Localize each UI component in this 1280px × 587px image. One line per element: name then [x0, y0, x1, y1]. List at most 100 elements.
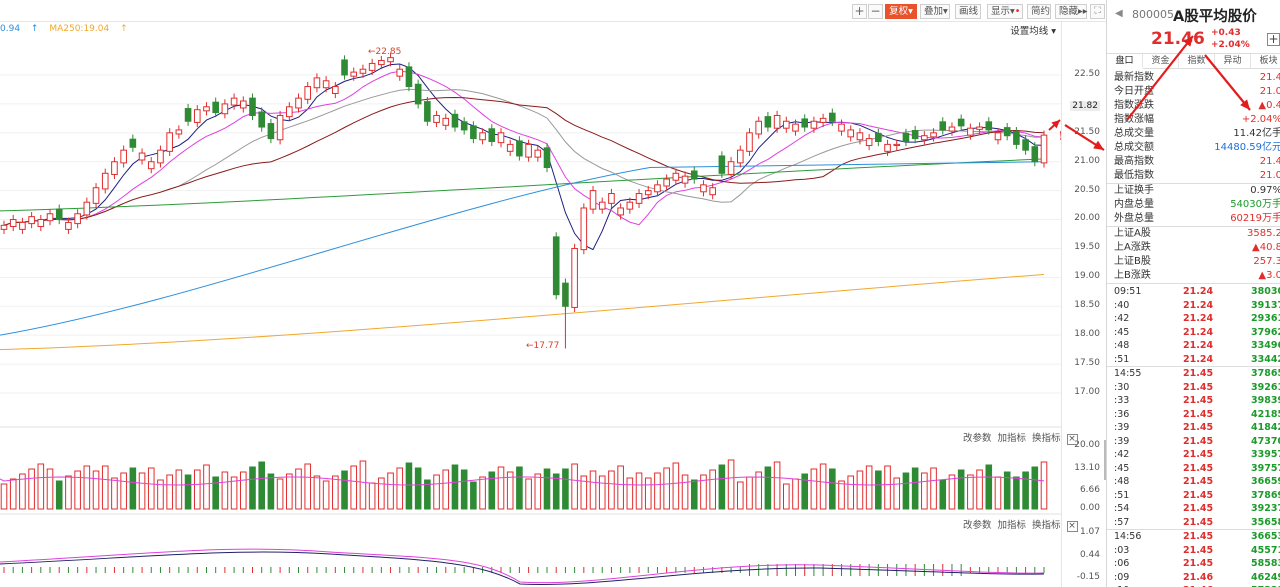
candle-body [46, 213, 54, 222]
close-icon[interactable]: × [1066, 434, 1078, 445]
axis-tick: 17.50 [1074, 358, 1100, 368]
candle-body [451, 113, 459, 128]
macd-switch-indicator[interactable]: 换指标 [1032, 520, 1061, 531]
candle-body [295, 97, 302, 109]
candle-body [488, 128, 496, 142]
tick-price: 21.46 [1183, 571, 1214, 583]
stat-value: 60219万手 [1230, 213, 1280, 224]
vol-axis-tick: 13.10 [1074, 463, 1100, 473]
stat-row: 最低指数 21.0 [1114, 169, 1280, 183]
candle-body [221, 103, 229, 115]
volume-bar [810, 468, 818, 510]
tick-row: :57 21.45 356580 [1114, 516, 1280, 530]
tick-price: 21.45 [1183, 516, 1214, 528]
stat-value: 21.0 [1259, 170, 1280, 181]
macd-add-indicator[interactable]: 加指标 [997, 520, 1027, 531]
volume-bar [552, 473, 560, 510]
volume-bar [598, 475, 606, 510]
kline-chart-area[interactable]: + − 复权▾ 叠加▾ 画线 显示▾• 简约 隐藏▸▸ ⛶ 0.94 ↑ MA2… [0, 0, 1106, 587]
tab-bankuai[interactable]: 板块 [1251, 54, 1280, 69]
tab-zhishu[interactable]: 指数 [1179, 54, 1215, 69]
candle-body [267, 123, 275, 140]
volume-bar [681, 474, 689, 510]
simple-button[interactable]: 简约 [1027, 4, 1051, 19]
divider [1107, 226, 1280, 227]
ma120-line [0, 158, 1045, 212]
tab-pankou[interactable]: 盘口 [1107, 54, 1143, 69]
volume-bar [9, 478, 17, 510]
display-button[interactable]: 显示▾• [987, 4, 1023, 19]
stat-label: 最新指数 [1114, 72, 1154, 83]
volume-bar [239, 471, 247, 510]
candle-body [341, 59, 348, 76]
volume-bar [276, 478, 284, 510]
add-watchlist-button[interactable]: + [1267, 32, 1280, 46]
candle-body [101, 172, 109, 190]
tick-time: :54 [1114, 503, 1130, 514]
macd-axis-tick: 1.07 [1079, 527, 1100, 537]
candle-body [608, 193, 615, 204]
tab-yidong[interactable]: 异动 [1215, 54, 1251, 69]
vol-change-params[interactable]: 改参数 [963, 433, 992, 444]
stat-row: 上证B股 257.3 [1114, 255, 1280, 269]
axis-tick: 20.00 [1074, 213, 1100, 223]
tick-volume: 366534 [1251, 531, 1280, 542]
candle-body [433, 114, 440, 123]
volume-panel-controls: 改参数 加指标 换指标 × [957, 430, 1078, 445]
settings-ma-button[interactable]: 设置均线 ▾ [1010, 26, 1056, 37]
volume-bar [608, 470, 615, 510]
zoom-out-button[interactable]: − [868, 4, 883, 19]
low-price-annotation: ←17.77 [526, 341, 560, 351]
volume-bar [83, 465, 91, 510]
divider [1107, 366, 1280, 367]
volume-bar [1003, 471, 1011, 510]
volume-bar [663, 467, 670, 510]
volume-bar [617, 465, 624, 510]
volume-bar [313, 475, 321, 510]
macd-change-params[interactable]: 改参数 [963, 520, 992, 531]
vol-switch-indicator[interactable]: 换指标 [1032, 433, 1061, 444]
tick-row: :36 21.45 421855 [1114, 408, 1280, 422]
back-icon[interactable]: ◀ [1115, 8, 1123, 19]
fuquan-button[interactable]: 复权▾ [885, 4, 917, 19]
candle-body [83, 201, 91, 216]
draw-line-button[interactable]: 画线 [955, 4, 981, 19]
zoom-in-button[interactable]: + [852, 4, 867, 19]
tick-row: :51 21.24 334428 [1114, 353, 1280, 367]
volume-bar [460, 469, 468, 510]
tick-row: :48 21.45 366595 [1114, 475, 1280, 489]
candle-body [654, 184, 661, 193]
dot-icon: • [1014, 6, 1021, 17]
volume-bar [672, 462, 680, 510]
tick-row: :06 21.45 585838 [1114, 557, 1280, 571]
tick-time: :33 [1114, 395, 1130, 406]
candle-body [304, 86, 312, 100]
volume-bar [902, 472, 910, 510]
stat-value: 0.97% [1250, 185, 1280, 196]
candle-body [875, 132, 882, 142]
volume-bar [258, 461, 265, 510]
tab-zijin[interactable]: 资金 [1143, 54, 1179, 69]
hide-button[interactable]: 隐藏▸▸ [1055, 4, 1088, 19]
stat-value: 11.42亿手 [1233, 128, 1280, 139]
tick-time: :09 [1114, 571, 1130, 583]
stat-label: 外盘总量 [1114, 213, 1154, 224]
tick-row: :33 21.45 398394 [1114, 394, 1280, 408]
tick-volume: 379622 [1251, 326, 1280, 338]
candle-body [313, 77, 321, 89]
macd-axis-tick: -0.15 [1076, 572, 1100, 582]
candle-body [203, 106, 210, 112]
candle-body [350, 71, 358, 77]
candle-body [727, 161, 735, 175]
tick-price: 21.46 [1183, 584, 1213, 587]
overlay-button[interactable]: 叠加▾ [920, 4, 950, 19]
vol-add-indicator[interactable]: 加指标 [997, 433, 1027, 444]
volume-bar [709, 469, 716, 510]
volume-bar [773, 461, 781, 510]
candle-body [506, 143, 514, 152]
stat-label: 最低指数 [1114, 170, 1154, 181]
fullscreen-icon[interactable]: ⛶ [1090, 4, 1105, 19]
tick-price: 21.45 [1183, 558, 1214, 569]
volume-bar [580, 475, 588, 510]
close-icon[interactable]: × [1066, 521, 1078, 532]
